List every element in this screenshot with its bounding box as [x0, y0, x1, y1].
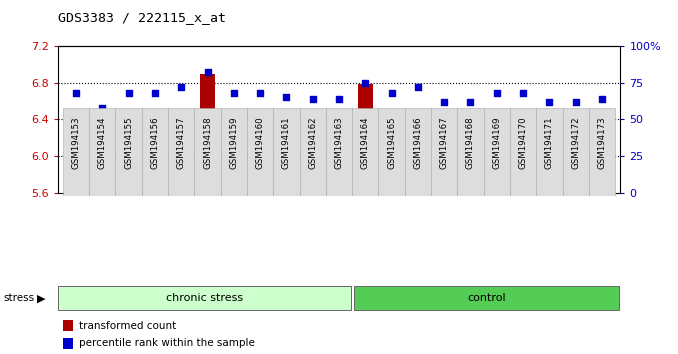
- Text: GDS3383 / 222115_x_at: GDS3383 / 222115_x_at: [58, 11, 226, 24]
- Bar: [510, 108, 536, 196]
- Bar: [595, 131, 610, 193]
- Bar: [253, 116, 267, 193]
- Point: [202, 70, 213, 75]
- Bar: [68, 127, 83, 193]
- Bar: [490, 119, 504, 193]
- Bar: [306, 132, 320, 193]
- Point: [176, 84, 186, 90]
- Text: GSM194169: GSM194169: [492, 117, 501, 169]
- Text: percentile rank within the sample: percentile rank within the sample: [79, 338, 255, 348]
- Bar: [115, 108, 142, 196]
- Bar: [142, 108, 168, 196]
- Bar: [326, 108, 352, 196]
- Text: GSM194163: GSM194163: [334, 117, 344, 170]
- Bar: [300, 108, 326, 196]
- Text: GSM194167: GSM194167: [440, 117, 449, 170]
- Bar: [279, 131, 294, 193]
- Point: [150, 90, 161, 96]
- Bar: [589, 108, 615, 196]
- FancyBboxPatch shape: [58, 286, 351, 310]
- Point: [492, 90, 502, 96]
- Point: [570, 99, 581, 105]
- Point: [255, 90, 266, 96]
- Point: [97, 105, 108, 110]
- Bar: [63, 108, 89, 196]
- Text: GSM194172: GSM194172: [571, 117, 580, 170]
- Bar: [200, 74, 215, 193]
- Text: GSM194170: GSM194170: [519, 117, 527, 170]
- Text: GSM194171: GSM194171: [545, 117, 554, 170]
- Bar: [437, 135, 452, 193]
- Bar: [378, 108, 405, 196]
- Text: GSM194164: GSM194164: [361, 117, 370, 170]
- Bar: [121, 123, 136, 193]
- Bar: [384, 124, 399, 193]
- Bar: [536, 108, 563, 196]
- Bar: [358, 84, 372, 193]
- Bar: [95, 165, 110, 193]
- Text: GSM194157: GSM194157: [177, 117, 186, 170]
- Bar: [563, 108, 589, 196]
- Text: GSM194162: GSM194162: [308, 117, 317, 170]
- Bar: [195, 108, 220, 196]
- Point: [597, 96, 607, 102]
- Bar: [483, 108, 510, 196]
- Text: transformed count: transformed count: [79, 321, 176, 331]
- Text: GSM194155: GSM194155: [124, 117, 133, 170]
- Text: control: control: [467, 293, 506, 303]
- Text: stress: stress: [3, 293, 35, 303]
- Text: GSM194159: GSM194159: [229, 117, 238, 169]
- Text: GSM194173: GSM194173: [597, 117, 606, 170]
- Bar: [516, 130, 530, 193]
- Text: GSM194153: GSM194153: [72, 117, 81, 170]
- Bar: [542, 130, 557, 193]
- Bar: [63, 338, 73, 349]
- Text: GSM194154: GSM194154: [98, 117, 107, 170]
- Point: [386, 90, 397, 96]
- Bar: [273, 108, 300, 196]
- Bar: [405, 108, 431, 196]
- Bar: [352, 108, 378, 196]
- Bar: [220, 108, 247, 196]
- Point: [412, 84, 423, 90]
- Bar: [431, 108, 458, 196]
- FancyBboxPatch shape: [354, 286, 619, 310]
- Point: [544, 99, 555, 105]
- Text: GSM194168: GSM194168: [466, 117, 475, 170]
- Text: ▶: ▶: [37, 293, 46, 303]
- Bar: [63, 320, 73, 331]
- Point: [360, 80, 371, 86]
- Point: [281, 95, 292, 100]
- Bar: [463, 146, 478, 193]
- Text: GSM194158: GSM194158: [203, 117, 212, 170]
- Text: chronic stress: chronic stress: [167, 293, 243, 303]
- Bar: [168, 108, 195, 196]
- Bar: [458, 108, 483, 196]
- Bar: [89, 108, 115, 196]
- Bar: [247, 108, 273, 196]
- Bar: [411, 116, 425, 193]
- Text: GSM194161: GSM194161: [282, 117, 291, 170]
- Point: [334, 96, 344, 102]
- Point: [71, 90, 81, 96]
- Point: [307, 96, 318, 102]
- Text: GSM194156: GSM194156: [151, 117, 159, 170]
- Bar: [568, 147, 583, 193]
- Text: GSM194165: GSM194165: [387, 117, 396, 170]
- Point: [465, 99, 476, 105]
- Point: [123, 90, 134, 96]
- Point: [517, 90, 528, 96]
- Point: [228, 90, 239, 96]
- Bar: [332, 132, 346, 193]
- Bar: [226, 129, 241, 193]
- Bar: [174, 115, 188, 193]
- Text: GSM194166: GSM194166: [414, 117, 422, 170]
- Bar: [148, 129, 162, 193]
- Point: [439, 99, 450, 105]
- Text: GSM194160: GSM194160: [256, 117, 264, 170]
